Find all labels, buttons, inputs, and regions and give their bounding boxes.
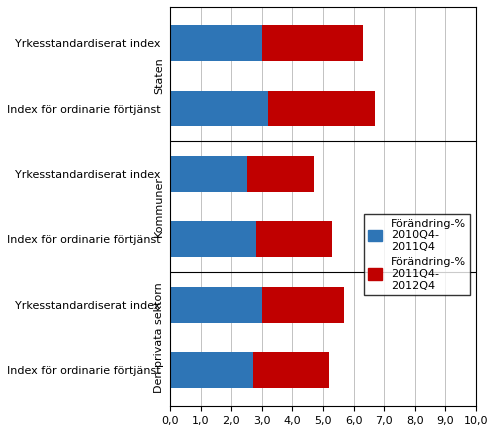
Bar (268, 90, 375, 126)
Bar (170, 352, 253, 388)
Bar (256, 221, 332, 257)
Legend: Förändring-%
2010Q4-
2011Q4, Förändring-%
2011Q4-
2012Q4: Förändring-% 2010Q4- 2011Q4, Förändring-… (364, 214, 470, 295)
Bar (170, 156, 247, 192)
Bar (253, 352, 329, 388)
Bar (170, 287, 262, 323)
Bar (262, 25, 363, 61)
Bar (170, 25, 262, 61)
Bar (170, 90, 268, 126)
Bar (262, 287, 345, 323)
Bar (170, 221, 256, 257)
Text: Den privata sektorn: Den privata sektorn (154, 282, 164, 393)
Text: Staten: Staten (154, 58, 164, 94)
Text: Kommuner: Kommuner (154, 176, 164, 237)
Bar (247, 156, 314, 192)
